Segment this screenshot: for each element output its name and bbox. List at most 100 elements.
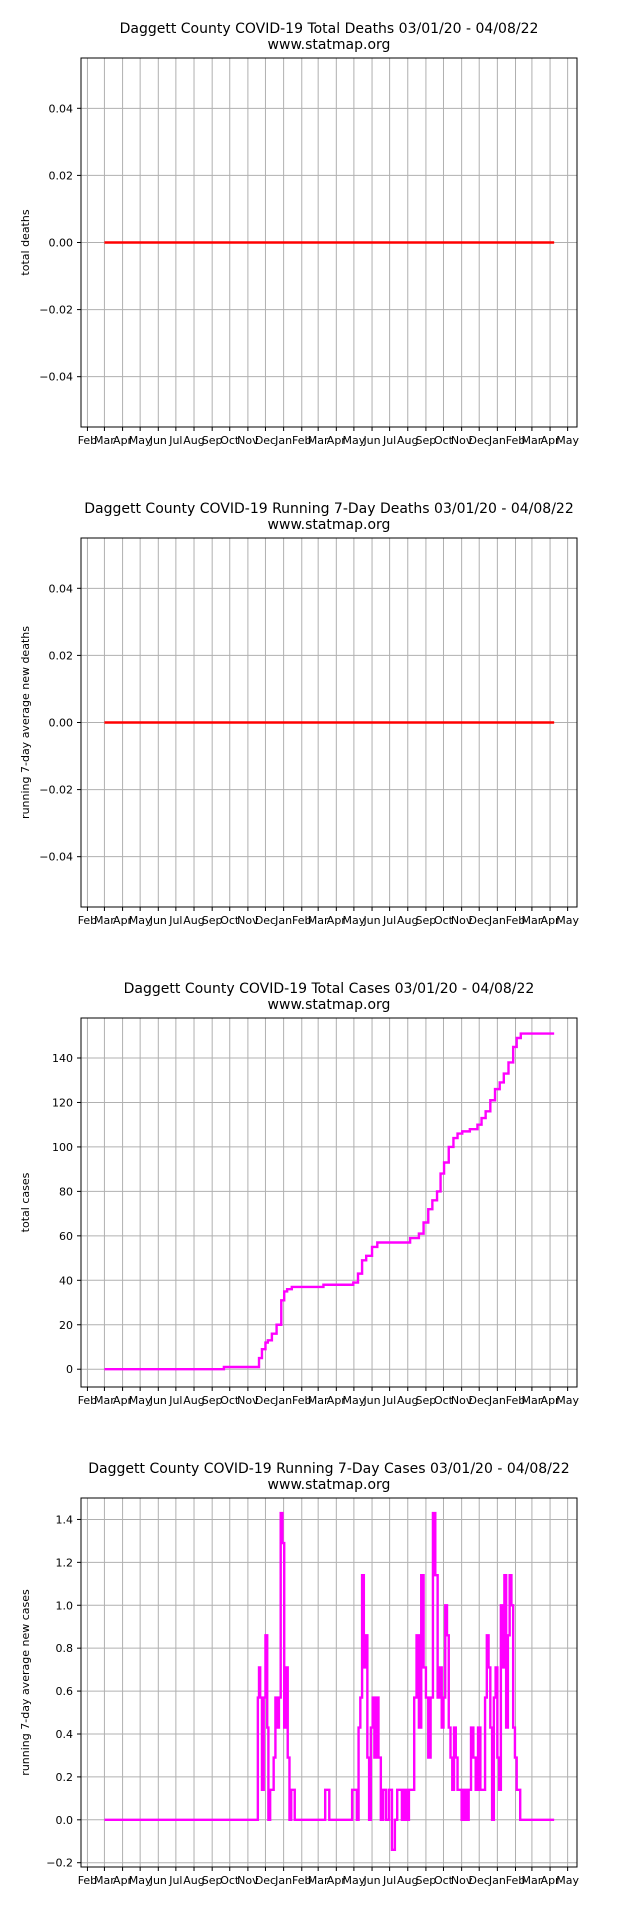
x-tick-label: Mar [94, 434, 115, 447]
chart-title: Daggett County COVID-19 Running 7-Day De… [84, 501, 574, 517]
x-tick-label: Jun [149, 914, 167, 927]
x-tick-label: Feb [506, 1394, 525, 1407]
y-tick-label: 0.02 [49, 649, 74, 662]
y-axis-label: running 7-day average new deaths [19, 626, 32, 819]
x-tick-label: Nov [451, 1874, 473, 1887]
x-tick-label: Aug [183, 914, 204, 927]
y-tick-label: 1.4 [56, 1513, 74, 1526]
y-tick-label: −0.04 [39, 851, 73, 864]
chart-subtitle: www.statmap.org [268, 37, 391, 53]
x-tick-label: Jun [362, 1874, 380, 1887]
x-tick-label: Feb [292, 1874, 311, 1887]
x-tick-label: Oct [434, 914, 454, 927]
x-tick-label: Jan [488, 434, 506, 447]
x-tick-label: Sep [202, 434, 223, 447]
x-tick-label: May [343, 1874, 366, 1887]
x-tick-label: Jan [274, 1394, 292, 1407]
x-tick-label: Oct [434, 1394, 454, 1407]
y-tick-label: −0.02 [39, 784, 73, 797]
x-tick-label: Dec [469, 914, 490, 927]
x-tick-label: Dec [469, 1394, 490, 1407]
y-tick-label: 0 [66, 1363, 73, 1376]
x-tick-label: Apr [541, 1394, 561, 1407]
x-tick-label: Jul [168, 1874, 182, 1887]
x-tick-label: Apr [541, 1874, 561, 1887]
x-tick-label: Jan [488, 1874, 506, 1887]
plot-frame [80, 1497, 578, 1868]
y-tick-label: 60 [59, 1230, 73, 1243]
x-tick-label: Apr [113, 1394, 133, 1407]
x-tick-label: Dec [255, 1874, 276, 1887]
x-tick-label: Jan [274, 1874, 292, 1887]
x-tick-label: Jun [362, 1394, 380, 1407]
y-tick-label: 0.4 [56, 1728, 74, 1741]
chart-subtitle: www.statmap.org [268, 997, 391, 1013]
x-tick-label: May [556, 1394, 579, 1407]
y-tick-label: 20 [59, 1319, 73, 1332]
chart-panel-3: Daggett County COVID-19 Total Cases 03/0… [19, 981, 579, 1407]
x-tick-label: Jul [168, 434, 182, 447]
y-tick-label: 1.2 [56, 1556, 74, 1569]
x-tick-label: Aug [183, 1394, 204, 1407]
chart-title: Daggett County COVID-19 Running 7-Day Ca… [88, 1461, 569, 1477]
y-tick-label: 0.04 [49, 102, 74, 115]
chart-panel-2: Daggett County COVID-19 Running 7-Day De… [19, 501, 579, 927]
x-tick-label: May [556, 434, 579, 447]
plot-frame [80, 57, 578, 428]
x-tick-label: May [556, 1874, 579, 1887]
x-tick-label: May [129, 434, 152, 447]
x-tick-label: May [129, 914, 152, 927]
x-tick-label: Dec [255, 1394, 276, 1407]
x-tick-label: Sep [416, 914, 437, 927]
x-tick-label: Jun [362, 914, 380, 927]
x-tick-label: May [343, 1394, 366, 1407]
x-tick-label: Jul [382, 1394, 396, 1407]
x-tick-label: May [129, 1874, 152, 1887]
x-tick-label: Nov [451, 914, 473, 927]
plot-frame [80, 537, 578, 908]
x-tick-label: Aug [397, 1874, 418, 1887]
x-tick-label: Dec [469, 434, 490, 447]
x-tick-label: Mar [308, 1394, 329, 1407]
x-tick-label: Jun [362, 434, 380, 447]
x-tick-label: Feb [78, 914, 97, 927]
x-tick-label: Mar [94, 1394, 115, 1407]
x-tick-label: Apr [113, 434, 133, 447]
x-tick-label: Apr [113, 914, 133, 927]
x-tick-label: Mar [522, 1874, 543, 1887]
x-tick-label: Feb [506, 914, 525, 927]
x-tick-label: Mar [522, 1394, 543, 1407]
x-tick-label: Jul [168, 1394, 182, 1407]
x-tick-label: Sep [416, 434, 437, 447]
y-axis-label: total cases [19, 1172, 32, 1232]
x-tick-label: Dec [255, 914, 276, 927]
y-tick-label: −0.2 [46, 1857, 73, 1870]
x-tick-label: Jun [149, 1874, 167, 1887]
y-tick-label: 120 [52, 1096, 73, 1109]
x-tick-label: Mar [308, 434, 329, 447]
x-tick-label: Oct [220, 1874, 240, 1887]
y-tick-label: 40 [59, 1274, 73, 1287]
x-tick-label: Oct [434, 1874, 454, 1887]
x-tick-label: Nov [237, 1874, 259, 1887]
x-tick-label: Jan [488, 1394, 506, 1407]
x-tick-label: Oct [220, 914, 240, 927]
x-tick-label: Jul [382, 914, 396, 927]
x-tick-label: Mar [94, 914, 115, 927]
x-tick-label: Dec [469, 1874, 490, 1887]
y-tick-label: 0.8 [56, 1642, 74, 1655]
y-tick-label: 0.2 [56, 1771, 74, 1784]
x-tick-label: Apr [327, 914, 347, 927]
x-tick-label: Apr [327, 434, 347, 447]
y-tick-label: 0.0 [56, 1814, 74, 1827]
y-tick-label: 0.02 [49, 169, 74, 182]
x-tick-label: Jun [149, 434, 167, 447]
x-tick-label: Feb [78, 1874, 97, 1887]
x-tick-label: Dec [255, 434, 276, 447]
x-tick-label: May [343, 914, 366, 927]
y-tick-label: 0.6 [56, 1685, 74, 1698]
x-tick-label: Apr [327, 1874, 347, 1887]
x-tick-label: Apr [541, 914, 561, 927]
x-tick-label: Jun [149, 1394, 167, 1407]
x-tick-label: Nov [451, 1394, 473, 1407]
